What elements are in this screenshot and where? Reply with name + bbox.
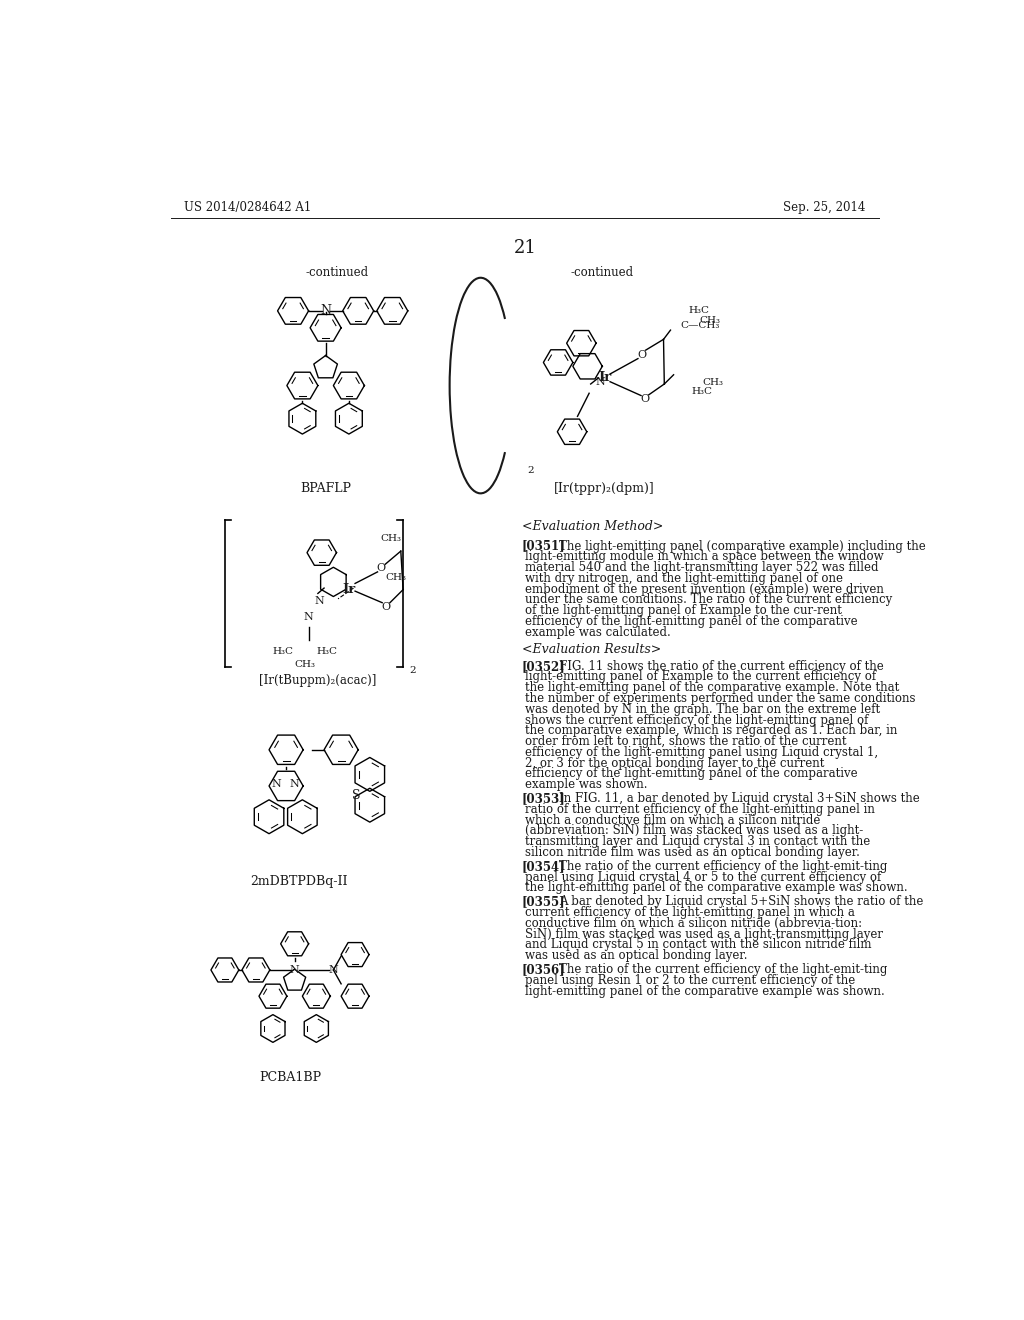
Text: H₃C: H₃C: [272, 647, 293, 656]
Text: light-emitting panel of Example to the current efficiency of: light-emitting panel of Example to the c…: [524, 671, 876, 684]
Text: N: N: [304, 611, 313, 622]
Text: 2mDBTPDBq-II: 2mDBTPDBq-II: [250, 875, 347, 887]
Text: O: O: [382, 602, 390, 611]
Text: Ir: Ir: [598, 371, 611, 384]
Text: N: N: [314, 597, 325, 606]
Text: Ir: Ir: [342, 583, 355, 597]
Text: -continued: -continued: [570, 265, 634, 279]
Text: SiN) film was stacked was used as a light-transmitting layer: SiN) film was stacked was used as a ligh…: [524, 928, 883, 941]
Text: example was shown.: example was shown.: [524, 779, 647, 791]
Text: CH₃: CH₃: [699, 315, 720, 325]
Text: CH₃: CH₃: [294, 660, 315, 669]
Text: silicon nitride film was used as an optical bonding layer.: silicon nitride film was used as an opti…: [524, 846, 860, 859]
Text: under the same conditions. The ratio of the current efficiency: under the same conditions. The ratio of …: [524, 594, 892, 606]
Text: 2, or 3 for the optical bonding layer to the current: 2, or 3 for the optical bonding layer to…: [524, 756, 824, 770]
Text: N: N: [272, 779, 282, 788]
Text: H₃C: H₃C: [316, 647, 337, 656]
Text: the number of experiments performed under the same conditions: the number of experiments performed unde…: [524, 692, 915, 705]
Text: N: N: [290, 965, 299, 975]
Text: 2: 2: [410, 667, 416, 675]
Text: PCBA1BP: PCBA1BP: [260, 1071, 322, 1084]
Text: O: O: [637, 350, 646, 360]
Text: ratio of the current efficiency of the light-emitting panel in: ratio of the current efficiency of the l…: [524, 803, 874, 816]
Text: 21: 21: [513, 239, 537, 257]
Text: the comparative example, which is regarded as 1. Each bar, in: the comparative example, which is regard…: [524, 725, 897, 738]
Text: 2: 2: [527, 466, 534, 475]
Text: N: N: [321, 305, 331, 317]
Text: O: O: [640, 395, 649, 404]
Text: efficiency of the light-emitting panel using Liquid crystal 1,: efficiency of the light-emitting panel u…: [524, 746, 878, 759]
Text: light-emitting module in which a space between the window: light-emitting module in which a space b…: [524, 550, 884, 564]
Text: <Evaluation Results>: <Evaluation Results>: [521, 643, 660, 656]
Text: [Ir(tppr)₂(dpm)]: [Ir(tppr)₂(dpm)]: [554, 482, 655, 495]
Text: CH₃: CH₃: [702, 378, 723, 387]
Text: efficiency of the light-emitting panel of the comparative: efficiency of the light-emitting panel o…: [524, 767, 857, 780]
Text: S: S: [352, 789, 360, 803]
Text: Sep. 25, 2014: Sep. 25, 2014: [783, 201, 866, 214]
Text: [0355]: [0355]: [521, 895, 565, 908]
Text: H₃C: H₃C: [691, 387, 713, 396]
Text: with dry nitrogen, and the light-emitting panel of one: with dry nitrogen, and the light-emittin…: [524, 572, 843, 585]
Text: O: O: [377, 564, 386, 573]
Text: H₃C: H₃C: [688, 306, 710, 314]
Text: was used as an optical bonding layer.: was used as an optical bonding layer.: [524, 949, 748, 962]
Text: [0353]: [0353]: [521, 792, 565, 805]
Text: [0356]: [0356]: [521, 964, 565, 975]
Text: N: N: [596, 376, 605, 387]
Text: order from left to right, shows the ratio of the current: order from left to right, shows the rati…: [524, 735, 846, 748]
Text: conductive film on which a silicon nitride (abbrevia-tion:: conductive film on which a silicon nitri…: [524, 917, 862, 929]
Text: shows the current efficiency of the light-emitting panel of: shows the current efficiency of the ligh…: [524, 714, 868, 726]
Text: transmitting layer and Liquid crystal 3 in contact with the: transmitting layer and Liquid crystal 3 …: [524, 836, 870, 849]
Text: The ratio of the current efficiency of the light-emit-ting: The ratio of the current efficiency of t…: [559, 859, 887, 873]
Text: <Evaluation Method>: <Evaluation Method>: [521, 520, 664, 533]
Text: of the light-emitting panel of Example to the cur-rent: of the light-emitting panel of Example t…: [524, 605, 842, 618]
Text: [0352]: [0352]: [521, 660, 565, 673]
Text: C—CH₃: C—CH₃: [681, 321, 720, 330]
Text: was denoted by N in the graph. The bar on the extreme left: was denoted by N in the graph. The bar o…: [524, 702, 880, 715]
Text: N: N: [329, 965, 338, 975]
Text: panel using Resin 1 or 2 to the current efficiency of the: panel using Resin 1 or 2 to the current …: [524, 974, 855, 987]
Text: example was calculated.: example was calculated.: [524, 626, 671, 639]
Text: [0354]: [0354]: [521, 859, 565, 873]
Text: CH₃: CH₃: [385, 573, 406, 582]
Text: US 2014/0284642 A1: US 2014/0284642 A1: [183, 201, 311, 214]
Text: FIG. 11 shows the ratio of the current efficiency of the: FIG. 11 shows the ratio of the current e…: [559, 660, 884, 673]
Text: [Ir(tBuppm)₂(acac)]: [Ir(tBuppm)₂(acac)]: [259, 675, 377, 688]
Text: The ratio of the current efficiency of the light-emit-ting: The ratio of the current efficiency of t…: [559, 964, 887, 975]
Text: the light-emitting panel of the comparative example. Note that: the light-emitting panel of the comparat…: [524, 681, 899, 694]
Text: A bar denoted by Liquid crystal 5+SiN shows the ratio of the: A bar denoted by Liquid crystal 5+SiN sh…: [559, 895, 924, 908]
Text: In FIG. 11, a bar denoted by Liquid crystal 3+SiN shows the: In FIG. 11, a bar denoted by Liquid crys…: [559, 792, 920, 805]
Text: [0351]: [0351]: [521, 540, 565, 553]
Text: the light-emitting panel of the comparative example was shown.: the light-emitting panel of the comparat…: [524, 882, 907, 895]
Text: panel using Liquid crystal 4 or 5 to the current efficiency of: panel using Liquid crystal 4 or 5 to the…: [524, 871, 881, 883]
Text: current efficiency of the light-emitting panel in which a: current efficiency of the light-emitting…: [524, 906, 855, 919]
Text: and Liquid crystal 5 in contact with the silicon nitride film: and Liquid crystal 5 in contact with the…: [524, 939, 871, 952]
Text: -continued: -continued: [306, 265, 369, 279]
Text: The light-emitting panel (comparative example) including the: The light-emitting panel (comparative ex…: [559, 540, 926, 553]
Text: (abbreviation: SiN) film was stacked was used as a light-: (abbreviation: SiN) film was stacked was…: [524, 825, 863, 837]
Text: N: N: [290, 779, 299, 788]
Text: material 540 and the light-transmitting layer 522 was filled: material 540 and the light-transmitting …: [524, 561, 879, 574]
Text: CH₃: CH₃: [380, 535, 401, 544]
Text: efficiency of the light-emitting panel of the comparative: efficiency of the light-emitting panel o…: [524, 615, 857, 628]
Text: embodiment of the present invention (example) were driven: embodiment of the present invention (exa…: [524, 582, 884, 595]
Text: light-emitting panel of the comparative example was shown.: light-emitting panel of the comparative …: [524, 985, 885, 998]
Text: BPAFLP: BPAFLP: [300, 482, 351, 495]
Text: which a conductive film on which a silicon nitride: which a conductive film on which a silic…: [524, 813, 820, 826]
